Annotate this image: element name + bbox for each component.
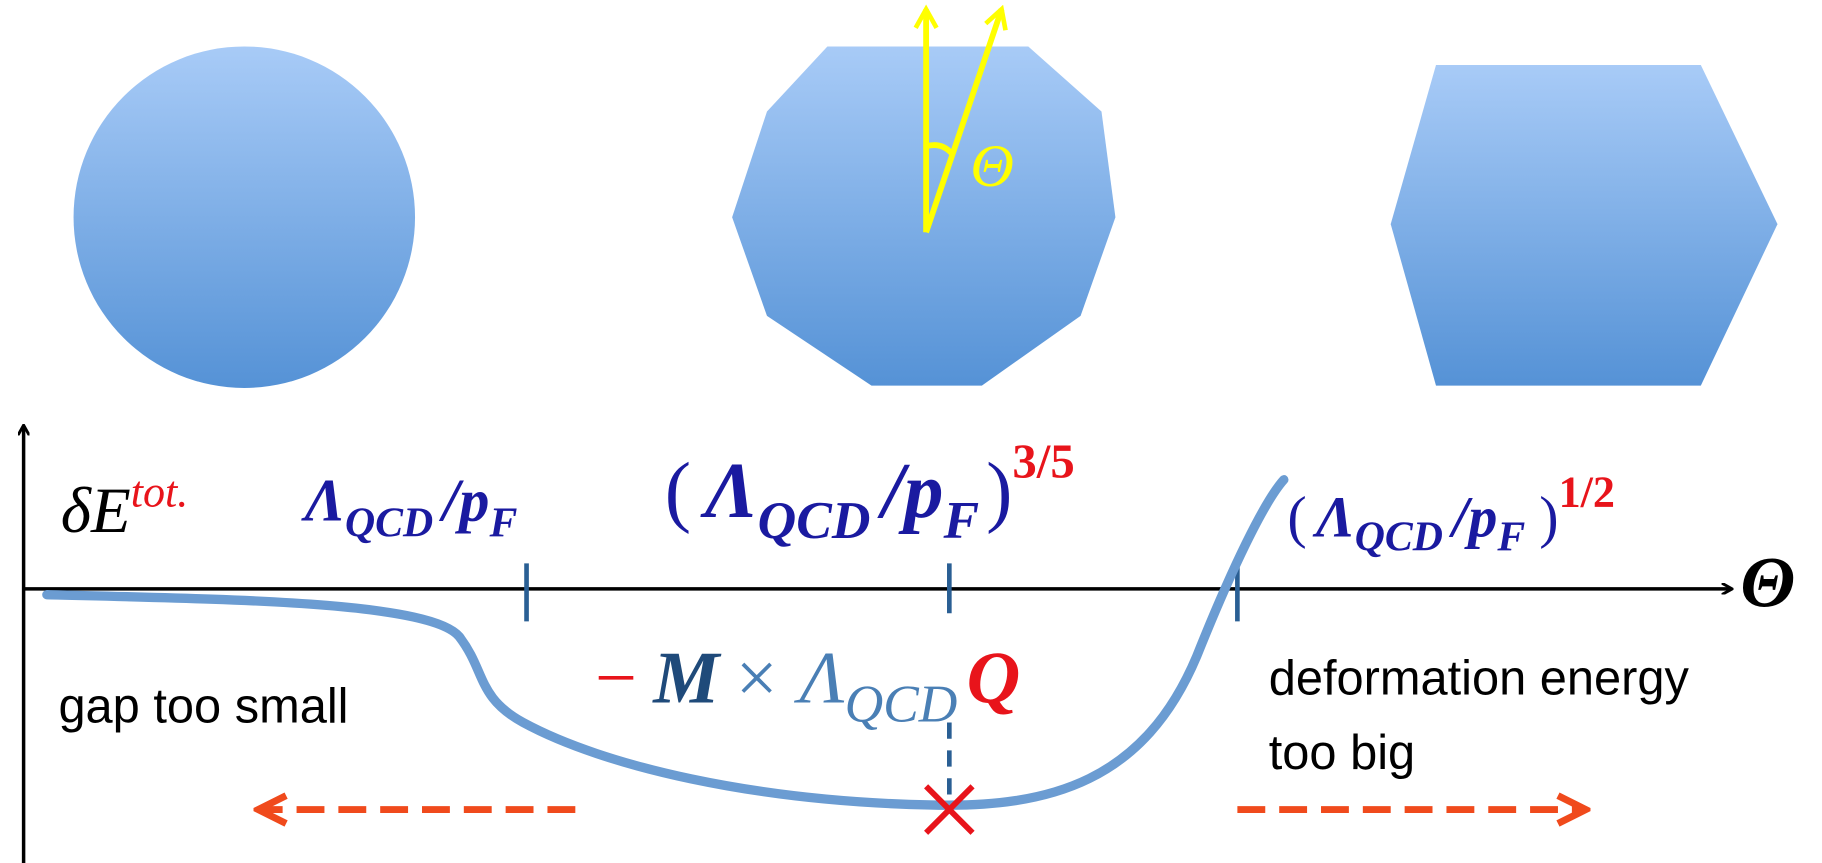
y-axis-label: δEtot. <box>61 467 189 547</box>
region-right: too big <box>1269 726 1415 780</box>
part: F <box>943 490 980 550</box>
diagram: Θ Θ δEtot. ΛQCD/pF (ΛQCD/pF)3/5 (ΛQCD/pF… <box>0 0 1822 863</box>
part: QCD <box>1355 515 1443 561</box>
y-label-base: δE <box>61 475 131 547</box>
part: 1/2 <box>1559 467 1615 516</box>
circle-shape <box>74 46 415 387</box>
part: F <box>1496 515 1525 561</box>
region-left: gap too small <box>58 679 348 733</box>
part: /p <box>1448 485 1497 550</box>
part: Λ <box>1312 485 1355 550</box>
region-right: deformation energy <box>1269 652 1690 706</box>
part: /p <box>439 467 490 534</box>
scale-3: (ΛQCD/pF)1/2 <box>1287 467 1615 560</box>
part: ( <box>1287 485 1306 550</box>
part: Λ <box>700 448 758 535</box>
scale-2: (ΛQCD/pF)3/5 <box>665 434 1075 549</box>
part: QCD <box>845 673 958 733</box>
x-axis-label: Θ <box>1740 542 1795 622</box>
part: F <box>488 501 517 547</box>
part: 3/5 <box>1012 434 1074 488</box>
part: /p <box>877 448 943 535</box>
page: {"y_label": {"base": "δE", "sup": "tot."… <box>0 0 1822 863</box>
part: Λ <box>301 467 345 534</box>
part: ) <box>986 448 1012 535</box>
part: × Λ <box>731 638 845 720</box>
part: − <box>595 638 637 720</box>
angle-label: Θ <box>970 133 1014 200</box>
y-label-sup: tot. <box>131 467 189 516</box>
part: Q <box>967 638 1021 720</box>
part: QCD <box>758 490 871 550</box>
part: QCD <box>345 501 433 547</box>
part: ( <box>665 448 691 535</box>
part: ) <box>1539 485 1558 550</box>
part: M <box>652 638 722 720</box>
hexagon-shape <box>1391 65 1778 386</box>
scale-1: ΛQCD/pF <box>301 467 518 546</box>
